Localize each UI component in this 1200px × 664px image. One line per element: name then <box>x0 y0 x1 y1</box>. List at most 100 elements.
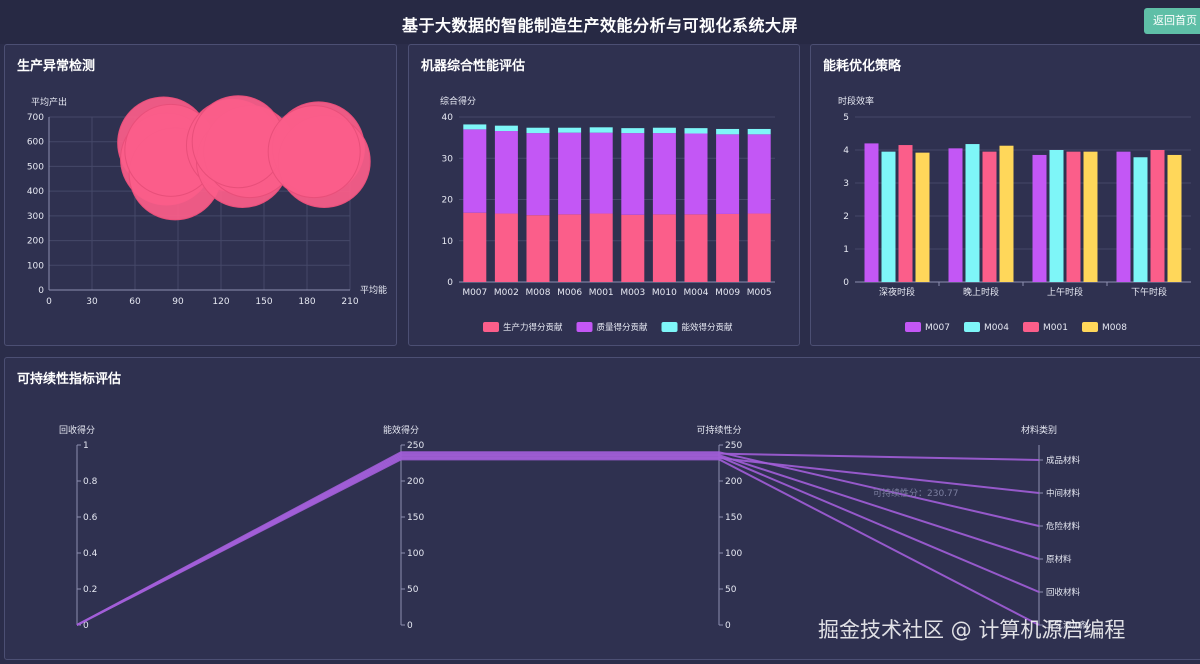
y-tick-label: 5 <box>843 113 849 123</box>
parallel-category-label: 工艺添加剂 <box>1046 620 1089 631</box>
legend-label: 能效得分贡献 <box>682 322 734 333</box>
parallel-series-line <box>76 451 1040 626</box>
home-button[interactable]: 返回首页 <box>1144 8 1200 34</box>
stacked-bar-segment <box>526 133 550 216</box>
stacked-bar-segment <box>558 214 582 282</box>
grouped-bar <box>1133 157 1148 282</box>
parallel-tick-label: 150 <box>725 513 742 523</box>
grouped-bar <box>1032 154 1047 282</box>
parallel-tick-label: 200 <box>725 477 742 487</box>
parallel-tick-label: 150 <box>407 513 424 523</box>
x-tick-label: M004 <box>684 288 709 298</box>
tooltip-text: 可持续性分：230.77 <box>873 487 959 499</box>
y-tick-label: 0 <box>447 278 453 288</box>
parallel-tick-label: 250 <box>407 441 424 451</box>
grouped-bar <box>1049 150 1064 282</box>
stacked-bar-segment <box>684 128 708 134</box>
y-tick-label: 3 <box>843 179 849 189</box>
panel-sustain: 可持续性指标评估 回收得分 0 0.2 0.4 0.6 0.8 1 能效得分 0 50 100 150… <box>4 357 1200 660</box>
parallel-axis-name: 材料类别 <box>1021 424 1057 436</box>
grouped-bar <box>898 145 913 282</box>
parallel-tick-label: 100 <box>725 549 742 559</box>
sustain-chart[interactable]: 回收得分00.20.40.60.81能效得分050100150200250可持续… <box>5 358 1200 661</box>
x-tick-label: 晚上时段 <box>963 286 999 298</box>
grouped-bar <box>881 151 896 282</box>
legend-swatch <box>661 322 678 332</box>
x-tick-label: M007 <box>462 288 487 298</box>
x-tick-label: M008 <box>526 288 551 298</box>
y-tick-label: 300 <box>27 212 44 222</box>
x-tick-label: 深夜时段 <box>879 286 915 298</box>
x-axis-label: 平均能 <box>360 284 387 296</box>
parallel-axis-name: 回收得分 <box>59 424 95 436</box>
panel-anomaly: 生产异常检测 0 30 60 90 120 150 180 210 0 100 200 300 400 5… <box>4 44 397 346</box>
header-bar: 基于大数据的智能制造生产效能分析与可视化系统大屏 返回首页 <box>0 0 1200 44</box>
parallel-axis-name: 能效得分 <box>383 424 419 436</box>
x-tick-label: 0 <box>46 297 52 307</box>
parallel-tick-label: 0 <box>407 621 413 631</box>
y-tick-label: 10 <box>442 237 454 247</box>
y-tick-label: 700 <box>27 113 44 123</box>
parallel-category-label: 回收材料 <box>1046 587 1081 598</box>
stacked-bar-segment <box>621 128 645 134</box>
stacked-bar-segment <box>621 133 645 215</box>
legend-label: 质量得分贡献 <box>597 322 649 333</box>
parallel-series-line <box>76 454 1040 626</box>
x-tick-label: 上午时段 <box>1047 286 1083 298</box>
parallel-tick-label: 0.2 <box>83 585 97 595</box>
stacked-bar-segment <box>463 124 487 130</box>
stacked-bar-segment <box>463 129 487 213</box>
machine-chart[interactable]: 0 10 20 30 40 综合得分 M007 M002 M008 M006 M001 M003 M01… <box>409 45 801 347</box>
parallel-tick-label: 0.8 <box>83 477 98 487</box>
anomaly-chart[interactable]: 0 30 60 90 120 150 180 210 0 100 200 300 400 500 600 70… <box>5 45 398 347</box>
stacked-bar-segment <box>558 132 582 215</box>
grouped-bar <box>864 143 879 282</box>
parallel-tick-label: 0.4 <box>83 549 98 559</box>
parallel-tick-label: 250 <box>725 441 742 451</box>
panel-title-sustain: 可持续性指标评估 <box>17 372 122 387</box>
grouped-bar <box>1066 151 1081 282</box>
x-tick-label: 下午时段 <box>1131 286 1167 298</box>
x-tick-label: M003 <box>620 288 645 298</box>
y-tick-label: 600 <box>27 138 44 148</box>
grouped-bar <box>1083 151 1098 282</box>
legend-swatch <box>1082 322 1098 332</box>
parallel-category-label: 危险材料 <box>1046 521 1081 532</box>
legend-label: 生产力得分贡献 <box>503 322 563 333</box>
x-tick-label: 180 <box>298 297 315 307</box>
x-tick-label: M010 <box>652 288 677 298</box>
parallel-tick-label: 50 <box>407 585 419 595</box>
y-tick-label: 20 <box>442 196 454 206</box>
x-tick-label: 210 <box>341 297 358 307</box>
panel-energy: 能耗优化策略 0 1 2 3 4 5 时段效率 深夜时段 晚上时段 上午时段 下午时段 M007 M00… <box>810 44 1200 346</box>
panel-machine: 机器综合性能评估 0 10 20 30 40 综合得分 M007 M002 M008 M006 M0… <box>408 44 800 346</box>
parallel-axis-name: 可持续性分 <box>696 424 741 436</box>
stacked-bar-segment <box>526 215 550 282</box>
grouped-bar <box>1167 154 1182 282</box>
stacked-bar-segment <box>684 214 708 282</box>
scatter-point <box>267 105 361 199</box>
legend-swatch <box>483 322 499 332</box>
grouped-bar <box>999 145 1014 282</box>
y-tick-label: 100 <box>27 261 44 271</box>
legend-label: M001 <box>1043 323 1068 333</box>
stacked-bar-segment <box>747 128 771 135</box>
grouped-bar <box>1150 150 1165 282</box>
stacked-bar-segment <box>747 134 771 214</box>
x-tick-label: 60 <box>129 297 141 307</box>
parallel-tick-label: 200 <box>407 477 424 487</box>
stacked-bar-segment <box>652 133 676 215</box>
parallel-series-line <box>76 455 1040 626</box>
x-tick-label: 150 <box>255 297 272 307</box>
stacked-bar-segment <box>716 213 740 282</box>
grouped-bar <box>915 152 930 282</box>
stacked-bar-segment <box>716 128 740 135</box>
parallel-series-line <box>76 458 1040 626</box>
y-tick-label: 2 <box>843 212 849 222</box>
grouped-bar <box>948 148 963 282</box>
x-tick-label: M006 <box>557 288 582 298</box>
parallel-category-label: 成品材料 <box>1046 455 1081 466</box>
legend-label: M007 <box>925 323 950 333</box>
x-tick-label: 30 <box>86 297 98 307</box>
